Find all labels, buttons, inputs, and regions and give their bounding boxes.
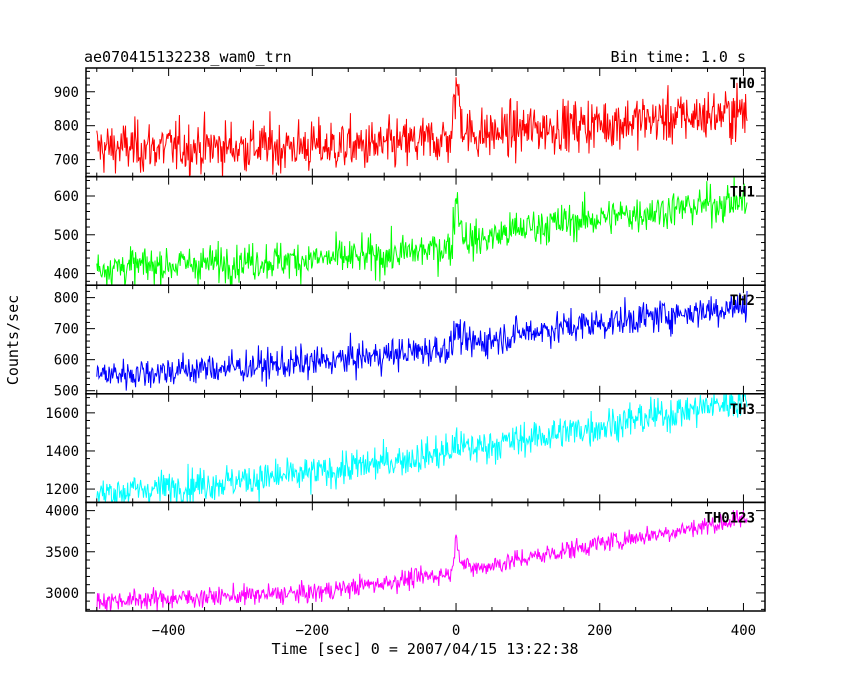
y-tick-label: 500	[54, 228, 79, 244]
chart-title: ae070415132238_wam0_trn	[84, 48, 292, 66]
panel-frame	[85, 501, 766, 612]
y-tick-label: 1200	[45, 482, 79, 498]
y-tick-label: 600	[54, 353, 79, 369]
y-tick-label: 600	[54, 189, 79, 205]
y-tick-label: 1600	[45, 406, 79, 422]
panel-th0123: 3000 3500 4000 TH0123	[45, 501, 766, 612]
y-tick-label: 3500	[45, 545, 79, 561]
y-tick-label: 800	[54, 119, 79, 135]
bin-time-label: Bin time: 1.0 s	[611, 48, 746, 66]
y-tick-label: 700	[54, 153, 79, 169]
y-tick-label: 500	[54, 384, 79, 400]
series-label-th1: TH1	[730, 185, 755, 201]
panel-th2: 500 600 700 800 TH2	[54, 284, 766, 400]
x-axis-title: Time [sec] 0 = 2007/04/15 13:22:38	[271, 640, 578, 658]
series-line-th2	[96, 290, 748, 391]
y-tick-label: 400	[54, 267, 79, 283]
y-tick-label: 900	[54, 85, 79, 101]
series-line-th1	[96, 176, 748, 286]
y-axis-title: Counts/sec	[4, 295, 22, 385]
y-tick-label: 3000	[45, 586, 79, 602]
x-tick-label: −200	[295, 623, 329, 639]
x-axis: −400 −200 0 200 400	[152, 623, 756, 639]
series-label-th3: TH3	[730, 402, 755, 418]
series-line-th3	[96, 393, 748, 503]
y-tick-label: 800	[54, 291, 79, 307]
series-line-th0123	[96, 510, 748, 611]
series-line-th0	[96, 77, 748, 177]
panel-frame	[85, 175, 766, 286]
x-tick-label: 200	[587, 623, 612, 639]
x-tick-label: −400	[152, 623, 186, 639]
x-tick-label: 0	[452, 623, 460, 639]
x-tick-label: 400	[731, 623, 756, 639]
series-label-th2: TH2	[730, 293, 755, 309]
panels-group: 700 800 900 TH0 400 500 600 TH1 500 600 700 800 TH2 1…	[45, 67, 766, 612]
panel-th1: 400 500 600 TH1	[54, 175, 766, 286]
series-label-th0123: TH0123	[704, 510, 755, 526]
panel-th0: 700 800 900 TH0	[54, 67, 766, 178]
panel-th3: 1200 1400 1600 TH3	[45, 393, 766, 504]
y-tick-label: 1400	[45, 444, 79, 460]
series-label-th0: TH0	[730, 76, 755, 92]
y-tick-label: 700	[54, 322, 79, 338]
y-tick-label: 4000	[45, 504, 79, 520]
